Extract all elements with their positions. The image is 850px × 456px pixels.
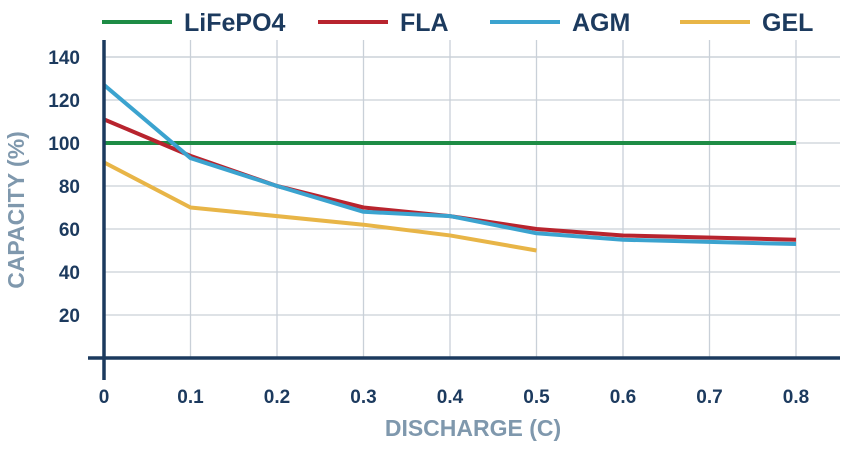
x-tick-label: 0.7 bbox=[696, 387, 722, 408]
y-tick-label: 140 bbox=[48, 48, 80, 69]
legend-label: AGM bbox=[572, 9, 630, 37]
legend-label: LiFePO4 bbox=[184, 9, 286, 37]
y-tick-label: 100 bbox=[48, 134, 80, 155]
x-tick-label: 0.6 bbox=[610, 387, 636, 408]
legend-item-gel: GEL bbox=[680, 9, 813, 37]
x-tick-label: 0.3 bbox=[350, 387, 376, 408]
y-tick-label: 80 bbox=[59, 177, 80, 198]
grid bbox=[104, 40, 840, 358]
tick-labels: 20 40 60 80 100 120 140 0 0.1 0.2 0.3 0.4 0.5 0.6 0.7 0… bbox=[48, 48, 809, 408]
series-line-gel bbox=[103, 160, 537, 253]
x-tick-label: 0.4 bbox=[437, 387, 464, 408]
legend-label: GEL bbox=[762, 9, 813, 37]
legend-item-agm: AGM bbox=[490, 9, 630, 37]
x-axis-label: DISCHARGE (C) bbox=[385, 415, 561, 441]
y-axis-label: CAPACITY (%) bbox=[3, 131, 29, 289]
y-tick-label: 40 bbox=[59, 263, 80, 284]
x-tick-label: 0.5 bbox=[523, 387, 550, 408]
x-tick-label: 0.8 bbox=[783, 387, 809, 408]
y-tick-label: 20 bbox=[59, 306, 80, 327]
series-lines bbox=[102, 83, 797, 253]
y-tick-label: 120 bbox=[48, 91, 80, 112]
legend-item-fla: FLA bbox=[318, 9, 449, 37]
series-line-agm bbox=[102, 83, 797, 247]
x-tick-label: 0.2 bbox=[264, 387, 290, 408]
y-tick-label: 60 bbox=[59, 220, 80, 241]
x-tick-label: 0 bbox=[99, 387, 110, 408]
x-tick-label: 0.1 bbox=[177, 387, 204, 408]
legend: LiFePO4 FLA AGM GEL bbox=[102, 9, 813, 37]
axes bbox=[88, 40, 840, 380]
legend-item-lifepo4: LiFePO4 bbox=[102, 9, 286, 37]
legend-label: FLA bbox=[400, 9, 449, 37]
